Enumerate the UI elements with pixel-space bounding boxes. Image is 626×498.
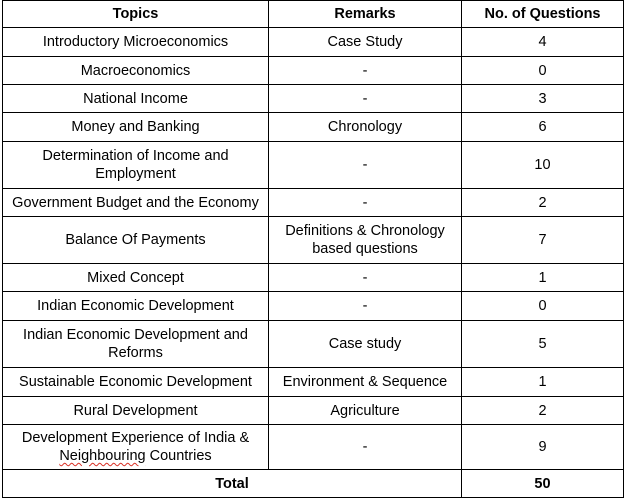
table-row: Government Budget and the Economy - 2 [2,188,624,217]
count-cell: 6 [461,112,624,142]
total-row: Total 50 [2,469,624,498]
count-cell: 4 [461,27,624,57]
remarks-cell: Chronology [268,112,462,142]
table-row: Indian Economic Development and Reforms … [2,320,624,368]
remarks-cell: Definitions & Chronology based questions [268,216,462,264]
remarks-cell: - [268,188,462,217]
topic-cell: Government Budget and the Economy [2,188,269,217]
count-cell: 3 [461,84,624,113]
topic-cell: Mixed Concept [2,263,269,292]
table-row: Mixed Concept - 1 [2,263,624,292]
topic-cell: Macroeconomics [2,56,269,85]
header-topics: Topics [2,0,269,28]
header-row: Topics Remarks No. of Questions [2,0,624,28]
topic-cell: Development Experience of India & Neighbo… [2,424,269,470]
topic-cell: National Income [2,84,269,113]
count-cell: 9 [461,424,624,470]
topic-cell: Indian Economic Development and Reforms [2,320,269,368]
table-row: Money and Banking Chronology 6 [2,112,624,142]
count-cell: 5 [461,320,624,368]
topic-text-tail: Countries [145,448,212,464]
table-row: Macroeconomics - 0 [2,56,624,85]
topic-cell: Rural Development [2,396,269,425]
remarks-cell: - [268,424,462,470]
count-cell: 0 [461,291,624,321]
topic-cell: Balance Of Payments [2,216,269,264]
topic-cell: Indian Economic Development [2,291,269,321]
table-row: Introductory Microeconomics Case Study 4 [2,27,624,57]
table-row: Development Experience of India & Neighbo… [2,424,624,470]
table-row: Indian Economic Development - 0 [2,291,624,321]
topic-cell: Sustainable Economic Development [2,367,269,397]
count-cell: 7 [461,216,624,264]
total-label: Total [2,469,462,498]
total-count: 50 [461,469,624,498]
remarks-cell: - [268,291,462,321]
count-cell: 1 [461,367,624,397]
remarks-cell: - [268,141,462,189]
table-row: Rural Development Agriculture 2 [2,396,624,425]
topic-cell: Determination of Income and Employment [2,141,269,189]
remarks-cell: Environment & Sequence [268,367,462,397]
table-row: National Income - 3 [2,84,624,113]
remarks-cell: - [268,84,462,113]
count-cell: 1 [461,263,624,292]
remarks-cell: - [268,56,462,85]
table-row: Balance Of Payments Definitions & Chrono… [2,216,624,264]
topic-text-line1: Development Experience of India & [21,430,250,446]
header-no-of-questions: No. of Questions [461,0,624,28]
remarks-cell: Case Study [268,27,462,57]
count-cell: 10 [461,141,624,189]
remarks-cell: Case study [268,320,462,368]
count-cell: 2 [461,188,624,217]
count-cell: 0 [461,56,624,85]
topic-cell: Introductory Microeconomics [2,27,269,57]
table-row: Sustainable Economic Development Environ… [2,367,624,397]
table-row: Determination of Income and Employment -… [2,141,624,189]
count-cell: 2 [461,396,624,425]
remarks-cell: - [268,263,462,292]
remarks-cell: Agriculture [268,396,462,425]
topic-cell: Money and Banking [2,112,269,142]
header-remarks: Remarks [268,0,462,28]
spellcheck-word: Neighbouring [59,448,146,464]
